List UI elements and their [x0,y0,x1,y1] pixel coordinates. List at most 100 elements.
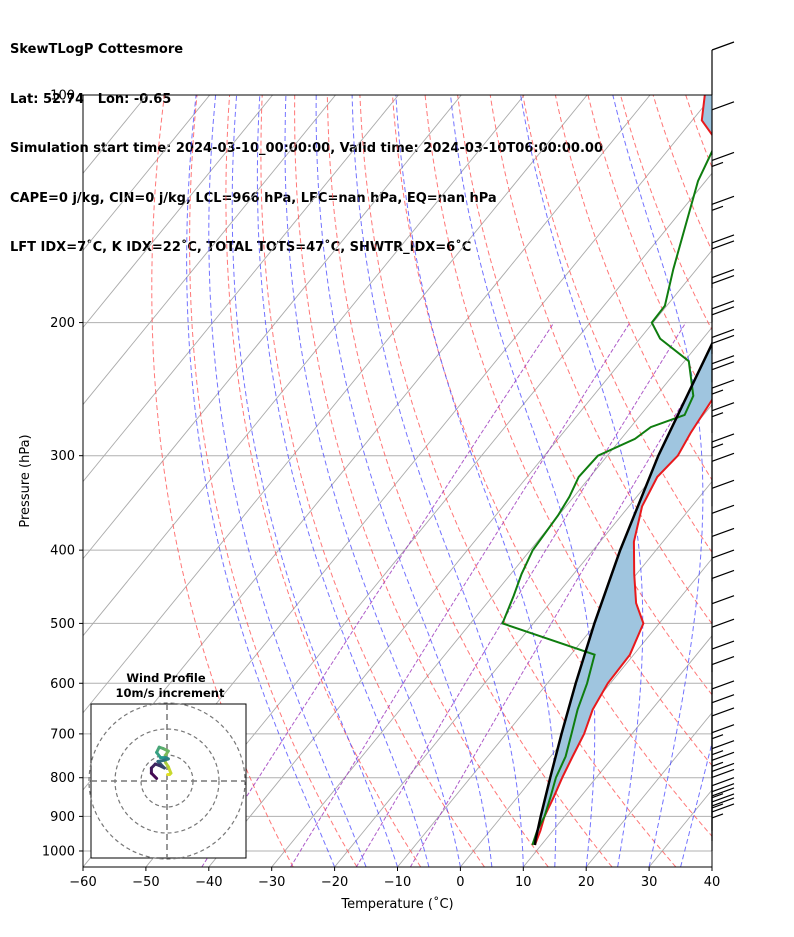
isotherm-line [585,712,712,867]
moist-adiabat-line [256,95,430,867]
hodograph-segment [149,771,159,780]
isotherm-line [711,866,712,867]
barb-flag [711,787,735,797]
wind-barb [711,527,735,582]
wind-barb [711,355,735,409]
barb-flag [711,768,735,778]
barb-flag [711,655,735,666]
wind-barb [711,452,735,507]
x-tick-label: −60 [69,875,96,890]
x-tick-label: 0 [456,875,464,890]
isotherm-line [271,326,712,867]
barb-half-flag [711,793,724,799]
barb-flag [711,240,735,250]
barb-flag [711,433,735,443]
parcel-line [533,340,712,846]
dry-adiabat-line [554,95,712,481]
wind-barb [711,300,735,354]
barb-flag [711,41,735,51]
barb-flag [711,234,735,244]
dewpoint-line [501,149,712,846]
wind-barb [711,797,735,851]
barb-half-flag [711,734,724,740]
y-tick-label: 400 [50,544,75,559]
inset-title: Wind Profile [126,671,206,685]
x-tick-label: −30 [258,875,285,890]
y-tick-label: 700 [50,727,75,742]
isotherm-line [145,172,712,867]
barb-flag [711,762,735,772]
barb-half-flag [711,813,724,819]
barb-flag [711,479,735,489]
dry-adiabat-line [718,95,794,867]
wind-barb [711,151,735,206]
barb-half-flag [711,443,724,449]
y-tick-label: 300 [50,449,75,464]
moist-adiabat-line [680,740,712,867]
barb-flag [711,680,735,690]
wind-barb [711,595,735,649]
wind-barb [711,195,735,250]
background-lines [83,95,794,867]
mixing-ratio-line [409,353,712,867]
barb-flag [711,694,735,704]
dry-adiabat-line [225,95,422,867]
barb-half-flag [711,205,724,211]
inset-subtitle: 10m/s increment [116,686,225,700]
barb-flag [711,618,735,628]
dry-adiabat-line [326,95,613,867]
barb-flag [711,379,735,389]
x-tick-label: −20 [321,875,348,890]
barb-half-flag [711,161,724,168]
barb-flag [711,306,735,316]
wind-barb [711,269,735,323]
barb-half-flag [711,803,724,809]
barb-flag [711,797,735,807]
barb-flag [711,101,735,111]
mixing-ratio-line [201,322,555,867]
isotherm-line [83,95,525,637]
x-tick-label: 10 [515,875,532,890]
axes-ticks: −60 −50 −40 −30 −20 −10 0 10 20 30 40 1000 900 800 700… [42,89,720,891]
barb-flag [711,300,735,310]
y-axis-label: Pressure (hPa) [18,434,33,527]
profile-lines [501,95,712,846]
dry-adiabat-line [359,95,677,867]
barb-flag [711,595,735,605]
barb-flag [711,452,735,462]
mixing-ratio-line [290,322,631,867]
dry-adiabat-line [294,95,549,867]
barb-flag [711,783,735,793]
y-tick-label: 200 [50,316,75,331]
x-tick-label: −10 [384,875,411,890]
x-tick-label: −40 [195,875,222,890]
x-axis-label: Temperature (˚C) [340,896,453,912]
y-tick-label: 800 [50,771,75,786]
wind-barb [711,328,735,383]
barb-flag [711,195,735,205]
barb-flag [711,740,735,750]
temperature-line [533,95,712,846]
moist-adiabat-line [315,95,493,867]
mixing-ratio-line [355,322,687,867]
moist-adiabat-line [351,95,524,867]
indices-line-2: LFT IDX=7˚C, K IDX=22˚C, TOTAL TOTS=47˚C… [10,240,472,255]
barb-flag [711,549,735,559]
isotherm-line [83,95,85,97]
wind-barbs [711,41,735,851]
dry-adiabat-line [151,95,294,867]
barb-flag [711,803,735,813]
y-tick-label: 500 [50,617,75,632]
wind-barb [711,694,735,748]
isotherm-line [522,635,712,867]
barb-flag [711,527,735,538]
barb-flag [711,334,735,344]
moist-adiabat-line [284,95,461,867]
barb-flag [711,275,735,285]
barb-half-flag [711,761,724,767]
dry-adiabat-line [685,95,712,169]
wind-barb [711,402,735,456]
wind-barb [711,101,735,155]
moist-adiabat-line [395,95,557,867]
